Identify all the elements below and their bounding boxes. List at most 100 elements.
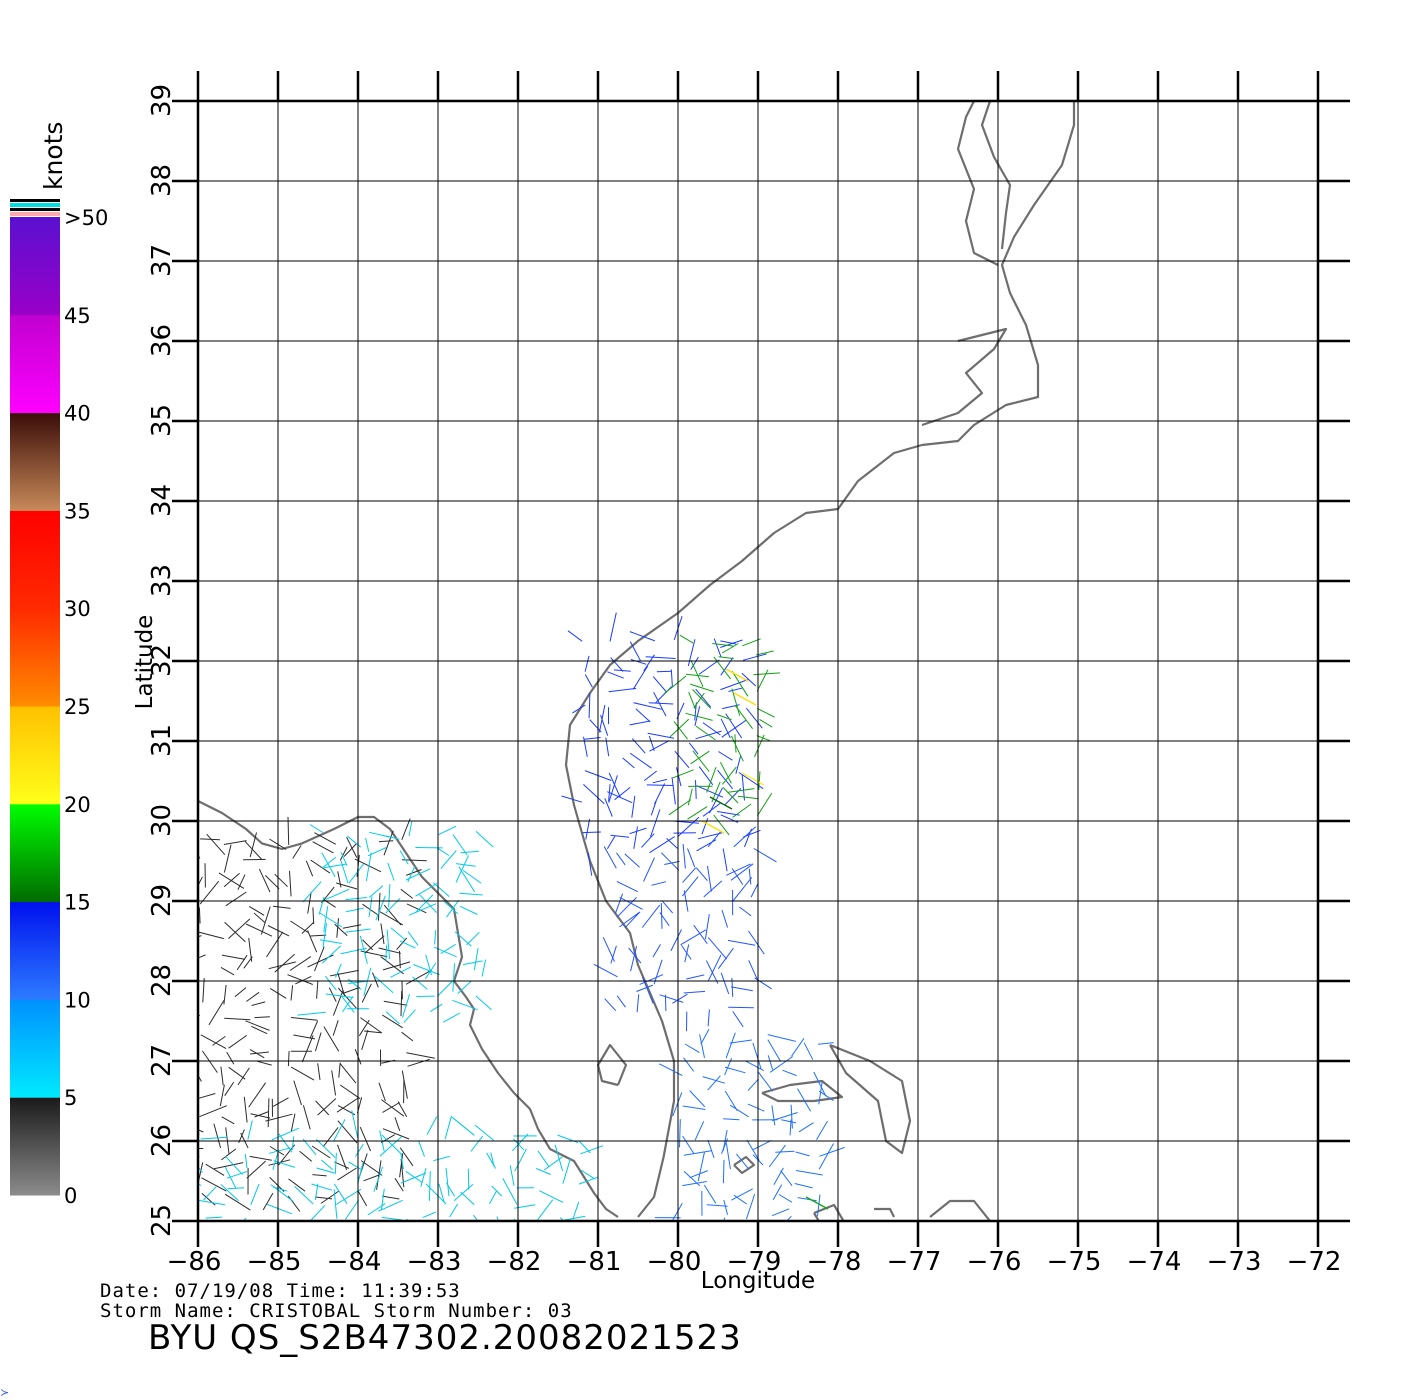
wind-vector (246, 1160, 267, 1179)
wind-vector (572, 704, 586, 714)
wind-vector (694, 1121, 705, 1141)
wind-vector (470, 1135, 484, 1152)
wind-vector (610, 657, 624, 672)
wind-vector (474, 1124, 494, 1141)
wind-vector (415, 883, 438, 897)
wind-vector (690, 683, 714, 693)
wind-vector (314, 946, 325, 972)
wind-vector (693, 924, 708, 944)
wind-vector (629, 641, 642, 662)
wind-vector (272, 1150, 279, 1171)
wind-vector (705, 960, 719, 984)
wind-vector (675, 767, 682, 787)
wind-vector (703, 880, 723, 898)
andros-coastline (813, 1203, 845, 1221)
wind-vector (587, 852, 593, 876)
latitude-label: 30 (147, 804, 177, 837)
wind-vector (314, 1032, 322, 1052)
wind-vector (400, 888, 414, 899)
wind-vector (818, 1042, 834, 1045)
wind-vector (790, 1104, 793, 1129)
wind-vector (466, 931, 480, 946)
wind-vector (223, 872, 240, 888)
wind-vector (322, 1127, 339, 1148)
wind-vector (292, 845, 302, 859)
wind-vector (320, 1190, 340, 1204)
wind-vector (758, 771, 761, 790)
date-time-line: Date: 07/19/08 Time: 11:39:53 (100, 1280, 461, 1302)
wind-vector (220, 1184, 239, 1202)
wind-vector (742, 653, 767, 661)
colorbar: knots 0 5 10 15 20 25 30 35 40 45 >50 (10, 122, 108, 1208)
wind-vector (250, 1113, 271, 1119)
great-abaco-coastline (829, 1043, 912, 1155)
wind-vector (736, 1153, 750, 1170)
wind-vector (653, 959, 663, 985)
latitude-label: 31 (147, 724, 177, 757)
wind-vector (514, 1148, 527, 1172)
wind-vector (345, 897, 368, 901)
wind-vector (297, 1011, 326, 1016)
wind-vector (639, 974, 664, 985)
wind-vector (311, 1183, 333, 1191)
wind-vector (695, 688, 711, 708)
wind-vector (199, 1105, 227, 1118)
wind-vector (385, 835, 400, 840)
wind-vector (636, 994, 640, 1013)
wind-vector (452, 834, 468, 856)
wind-vector (399, 1147, 414, 1167)
wind-vector (669, 718, 690, 738)
wind-vector (347, 835, 362, 848)
wind-vector (323, 906, 329, 933)
wind-vector (722, 787, 739, 804)
wind-vector (463, 960, 483, 966)
wind-vector (635, 708, 651, 723)
wind-vector (406, 1052, 435, 1059)
wind-vector (713, 814, 730, 836)
wind-vector (724, 1090, 738, 1112)
chesapeake-west-coastline (956, 101, 999, 266)
wind-vector (462, 869, 482, 884)
wind-vector (731, 986, 753, 992)
wind-vector (490, 1152, 495, 1167)
wind-vector (334, 923, 348, 936)
wind-vector (364, 935, 385, 954)
wind-vector (650, 801, 657, 816)
wind-vector (604, 998, 617, 1012)
wind-vector (663, 675, 687, 695)
wind-vector (514, 1204, 536, 1209)
wind-vector (682, 1135, 695, 1154)
wind-vector (198, 1129, 204, 1133)
wind-vector (741, 772, 765, 786)
wind-vector (316, 1167, 335, 1174)
wind-vector (319, 939, 342, 944)
wind-vector (641, 904, 661, 928)
wind-vector (201, 1177, 227, 1192)
wind-vector (709, 796, 733, 810)
wind-vector (317, 1063, 321, 1080)
wind-vector (223, 840, 247, 845)
wind-vector (290, 985, 294, 1001)
wind-vector (228, 918, 251, 939)
wind-vector (717, 947, 734, 969)
wind-vector (722, 1159, 725, 1184)
wind-vector (383, 830, 394, 856)
wind-vector (481, 959, 487, 977)
wind-vector (610, 945, 617, 964)
wind-vector (772, 1184, 783, 1201)
wind-vector (205, 1163, 225, 1176)
wind-vector (688, 742, 699, 755)
latitude-label: 37 (147, 244, 177, 277)
wind-vector (224, 1193, 251, 1211)
wind-vector (537, 1150, 550, 1167)
wind-vector (731, 1188, 754, 1201)
wind-vector (636, 984, 654, 992)
wind-vector (386, 929, 391, 960)
wind-vector (428, 1171, 431, 1201)
wind-vector (652, 778, 668, 784)
wind-vector (452, 999, 478, 1011)
wind-vector (294, 1186, 314, 1205)
colorbar-segment (10, 314, 60, 414)
longitude-label: −80 (647, 1247, 702, 1277)
